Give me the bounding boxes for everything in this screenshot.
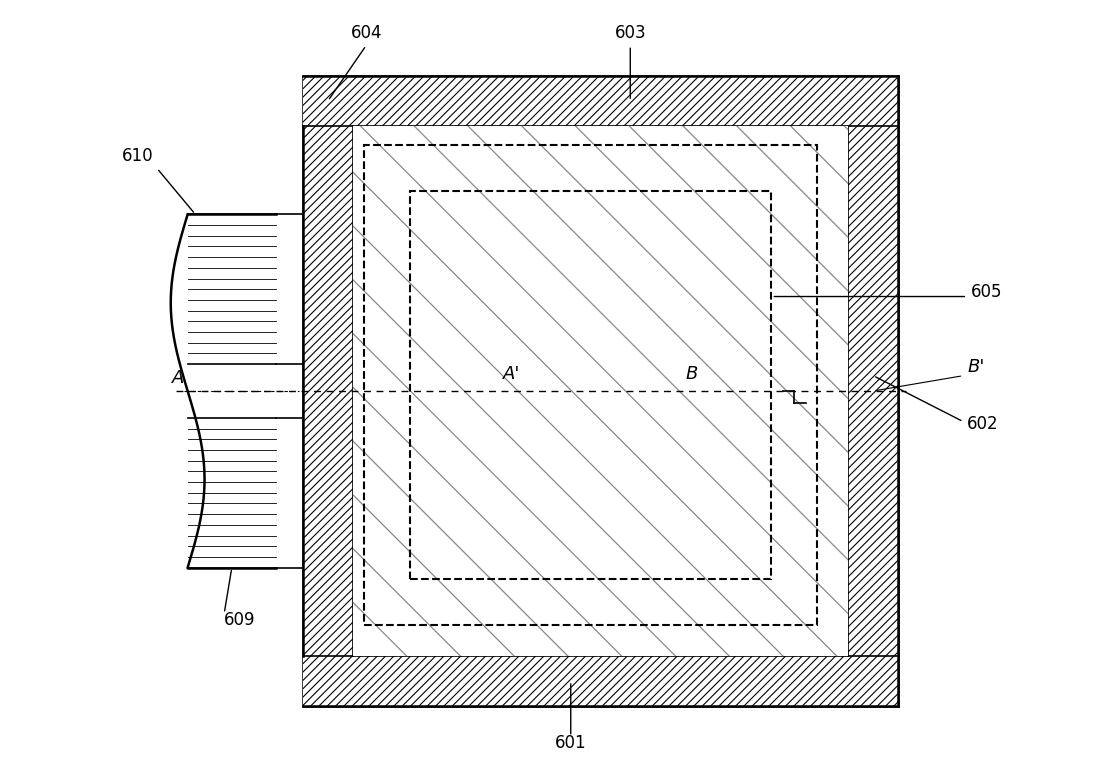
Bar [849, 126, 898, 656]
Text: 603: 603 [614, 23, 646, 41]
Bar [188, 418, 276, 568]
Text: A': A' [503, 365, 520, 383]
Text: 610: 610 [122, 146, 154, 164]
Text: 609: 609 [223, 612, 255, 630]
Bar [303, 76, 898, 706]
Text: 601: 601 [555, 734, 587, 752]
Bar [365, 145, 818, 626]
Bar [410, 192, 771, 579]
Text: B': B' [967, 358, 985, 376]
Text: A: A [172, 369, 185, 387]
Text: 605: 605 [971, 282, 1002, 300]
Bar [188, 375, 276, 418]
Bar [303, 76, 898, 126]
Bar [188, 214, 276, 364]
Text: 602: 602 [967, 415, 999, 433]
Bar [303, 656, 898, 706]
Bar [303, 126, 352, 656]
Text: 604: 604 [350, 23, 382, 41]
Bar [352, 126, 849, 656]
Text: B: B [686, 365, 698, 383]
